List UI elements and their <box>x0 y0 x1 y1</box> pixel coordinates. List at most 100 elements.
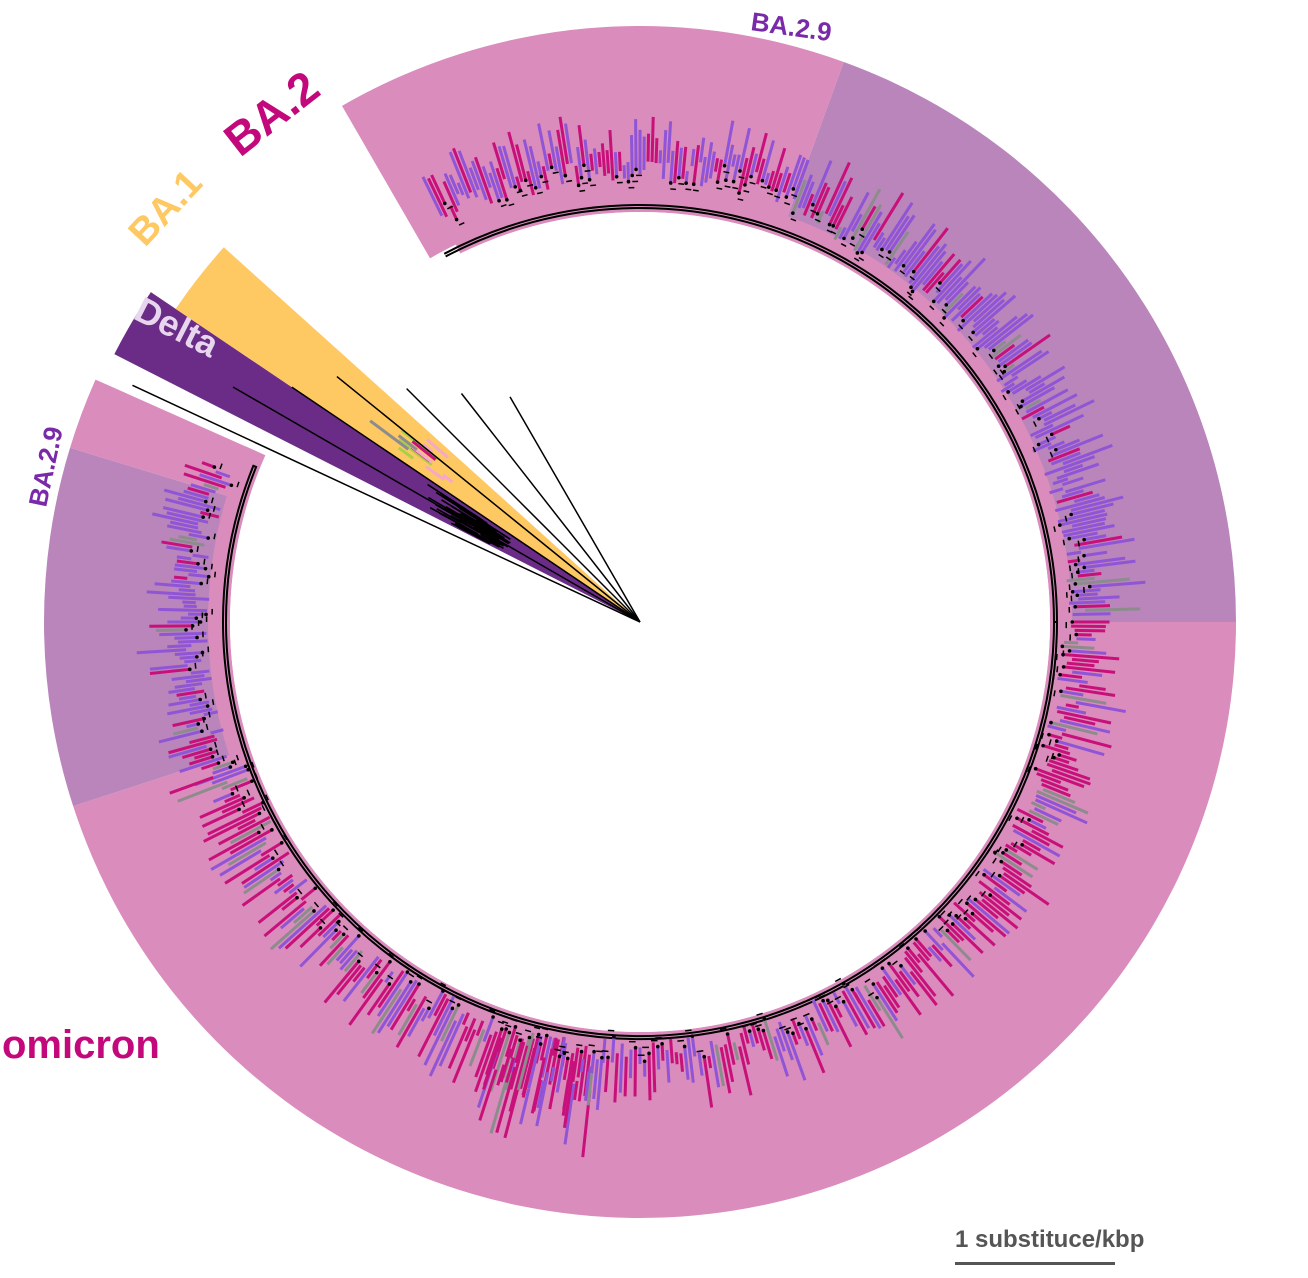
node-dot <box>1019 405 1023 409</box>
node-dot <box>902 264 906 268</box>
node-dot <box>860 251 864 255</box>
node-dot <box>580 1050 584 1054</box>
node-dot <box>1061 645 1065 649</box>
node-dot <box>280 841 284 845</box>
internal-branch <box>596 1051 602 1052</box>
node-dot <box>195 655 199 659</box>
node-dot <box>539 175 543 179</box>
node-dot <box>258 812 262 816</box>
node-dot <box>810 1017 814 1021</box>
node-dot <box>828 223 832 227</box>
tip-branch <box>692 149 694 166</box>
node-dot <box>634 1046 638 1050</box>
tip-branch <box>188 575 208 577</box>
node-dot <box>1061 653 1065 657</box>
node-dot <box>677 176 681 180</box>
node-dot <box>441 989 445 993</box>
node-dot <box>1062 665 1066 669</box>
scale-bar-label: 1 substituce/kbp <box>955 1226 1144 1254</box>
node-dot <box>1067 537 1071 541</box>
node-dot <box>1075 593 1079 597</box>
node-dot <box>229 765 233 769</box>
node-dot <box>524 179 528 183</box>
node-dot <box>189 549 193 553</box>
node-dot <box>872 982 876 986</box>
tip-branch <box>1073 614 1111 615</box>
node-dot <box>1001 851 1005 855</box>
node-dot <box>880 248 884 252</box>
node-dot <box>550 166 554 170</box>
tip-branch <box>632 135 633 175</box>
node-dot <box>1050 433 1054 437</box>
tip-branch <box>159 633 206 634</box>
node-dot <box>923 929 927 933</box>
node-dot <box>842 237 846 241</box>
node-dot <box>388 960 392 964</box>
node-dot <box>191 624 195 628</box>
node-dot <box>270 828 274 832</box>
node-dot <box>684 181 688 185</box>
internal-branch <box>589 1045 595 1046</box>
node-dot <box>1070 620 1074 624</box>
node-dot <box>948 913 952 917</box>
node-dot <box>791 211 795 215</box>
node-dot <box>545 1034 549 1038</box>
tip-branch <box>1078 570 1095 572</box>
tip-branch <box>1076 639 1095 640</box>
tip-branch <box>184 660 201 661</box>
tip-branch <box>182 602 195 603</box>
node-dot <box>826 999 830 1003</box>
node-dot <box>954 914 958 918</box>
node-dot <box>342 932 346 936</box>
node-dot <box>1058 523 1062 527</box>
internal-branch <box>685 189 691 190</box>
node-dot <box>1006 390 1010 394</box>
node-dot <box>231 792 235 796</box>
node-dot <box>277 868 281 872</box>
node-dot <box>206 508 210 512</box>
node-dot <box>946 929 950 933</box>
node-dot <box>455 218 459 222</box>
node-dot <box>250 779 254 783</box>
node-dot <box>207 575 211 579</box>
tip-branch <box>607 150 609 173</box>
node-dot <box>938 281 942 285</box>
node-dot <box>993 851 997 855</box>
node-dot <box>702 1055 706 1059</box>
tip-branch <box>649 1053 650 1100</box>
node-dot <box>1021 399 1025 403</box>
node-dot <box>767 185 771 189</box>
tip-branch <box>1062 646 1094 648</box>
node-dot <box>375 971 379 975</box>
node-dot <box>748 1029 752 1033</box>
node-dot <box>974 898 978 902</box>
node-dot <box>1047 733 1051 737</box>
node-dot <box>209 747 213 751</box>
node-dot <box>860 227 864 231</box>
tip-branch <box>175 653 203 655</box>
omicron-label: omicron <box>2 1023 160 1067</box>
node-dot <box>606 1056 610 1060</box>
node-dot <box>976 347 980 351</box>
node-dot <box>834 1005 838 1009</box>
tip-branch <box>667 1050 669 1083</box>
node-dot <box>406 970 410 974</box>
node-dot <box>1002 370 1006 374</box>
node-dot <box>647 1052 651 1056</box>
node-dot <box>982 873 986 877</box>
tip-branch <box>1085 609 1140 610</box>
node-dot <box>612 1035 616 1039</box>
node-dot <box>1037 443 1041 447</box>
tip-branch <box>653 1042 655 1092</box>
node-dot <box>196 562 200 566</box>
node-dot <box>821 999 825 1003</box>
node-dot <box>999 860 1003 864</box>
tip-branch <box>656 138 657 163</box>
node-dot <box>1082 554 1086 558</box>
node-dot <box>656 1045 660 1049</box>
internal-branch <box>205 693 206 699</box>
internal-branch <box>1078 541 1079 547</box>
tip-branch <box>168 597 209 599</box>
node-dot <box>199 582 203 586</box>
